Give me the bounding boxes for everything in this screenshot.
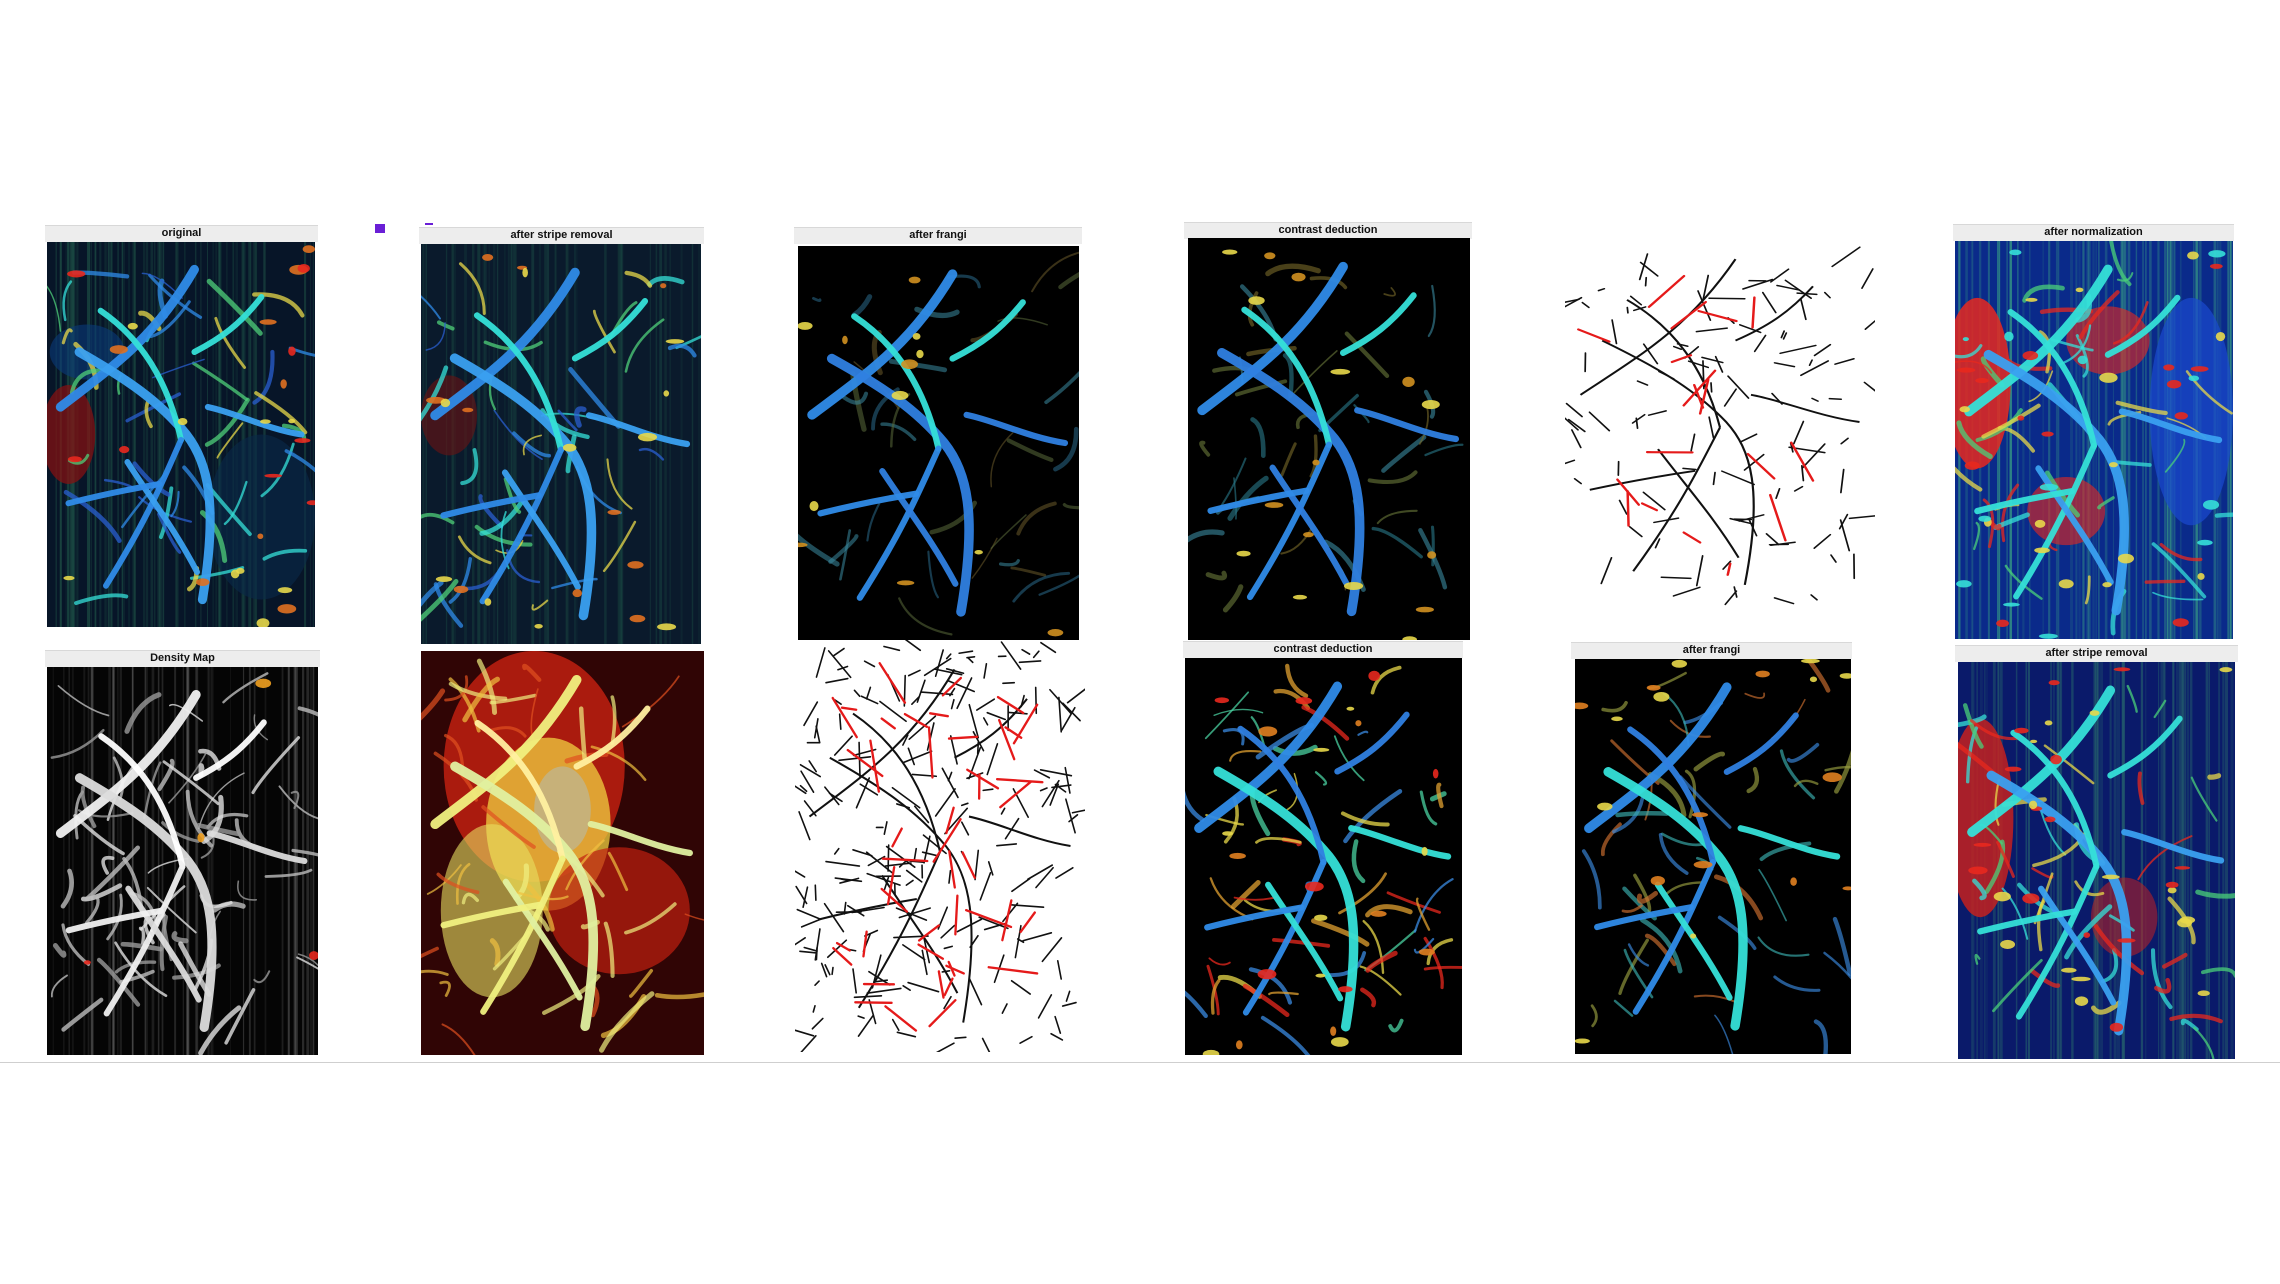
image-skeleton-top bbox=[1565, 232, 1875, 612]
vessel-image bbox=[47, 667, 318, 1055]
image-after-frangi-top bbox=[798, 246, 1079, 640]
vessel-image bbox=[1185, 658, 1462, 1055]
panel-title-contrast-deduction-bottom: contrast deduction bbox=[1183, 641, 1463, 658]
skeleton-image bbox=[795, 640, 1085, 1052]
image-contrast-deduction-bottom bbox=[1185, 658, 1462, 1055]
image-after-normalization bbox=[1955, 241, 2233, 639]
panel-title-after-frangi-top: after frangi bbox=[794, 227, 1082, 244]
image-after-stripe-removal-top bbox=[421, 244, 701, 644]
image-after-stripe-removal-bottom bbox=[1958, 662, 2235, 1059]
panel-title-after-stripe-removal-top: after stripe removal bbox=[419, 227, 704, 244]
panel-title-contrast-deduction-top: contrast deduction bbox=[1184, 222, 1472, 239]
vessel-image bbox=[1575, 659, 1851, 1054]
skeleton-image bbox=[1565, 232, 1875, 612]
panel-title-original: original bbox=[45, 225, 318, 242]
vessel-image bbox=[1188, 238, 1470, 640]
image-density-map bbox=[47, 667, 318, 1055]
bottom-divider-line bbox=[0, 1062, 2280, 1063]
selection-marker-small bbox=[425, 223, 433, 225]
panel-title-after-frangi-bottom: after frangi bbox=[1571, 642, 1852, 659]
vessel-image bbox=[47, 242, 315, 627]
vessel-image bbox=[798, 246, 1079, 640]
vessel-image bbox=[421, 244, 701, 644]
image-original bbox=[47, 242, 315, 627]
vessel-image bbox=[1958, 662, 2235, 1059]
panel-title-after-normalization: after normalization bbox=[1953, 224, 2234, 241]
panel-title-density-map: Density Map bbox=[45, 650, 320, 667]
image-contrast-deduction-top bbox=[1188, 238, 1470, 640]
panel-title-after-stripe-removal-bottom: after stripe removal bbox=[1955, 645, 2238, 662]
selection-marker bbox=[375, 224, 385, 233]
image-after-frangi-bottom bbox=[1575, 659, 1851, 1054]
image-heatmap-overlay bbox=[421, 651, 704, 1055]
vessel-image bbox=[1955, 241, 2233, 639]
vessel-image bbox=[421, 651, 704, 1055]
image-skeleton-bottom bbox=[795, 640, 1085, 1052]
